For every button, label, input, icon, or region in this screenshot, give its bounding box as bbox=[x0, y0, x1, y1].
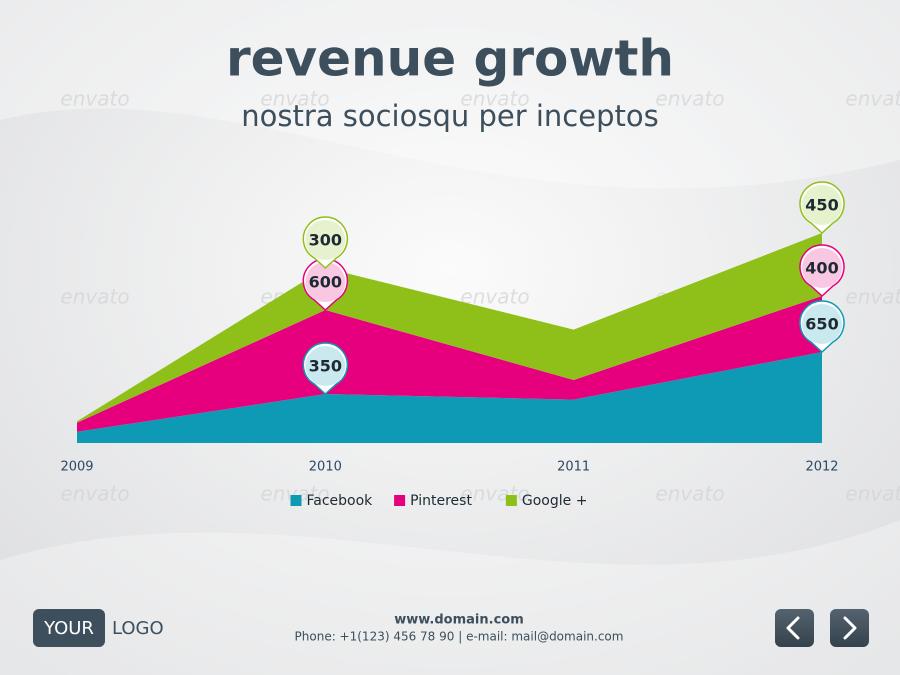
pin-shape bbox=[799, 181, 845, 235]
logo: YOUR LOGO bbox=[33, 609, 164, 647]
pin-tint bbox=[305, 346, 346, 386]
pin-shape bbox=[302, 342, 349, 396]
watermark: envato bbox=[845, 285, 900, 309]
watermark: envato bbox=[460, 482, 529, 506]
value-pin: 400 bbox=[799, 244, 845, 298]
button-background bbox=[830, 609, 869, 647]
x-tick-label: 2009 bbox=[60, 460, 93, 475]
x-tick-label: 2011 bbox=[557, 460, 590, 475]
data-label: 650 bbox=[805, 315, 838, 334]
arrow-icon bbox=[843, 616, 857, 640]
pin-shape bbox=[799, 244, 845, 298]
value-pin: 300 bbox=[302, 216, 349, 270]
plot-area: 350 650 600 400 300 450 2009 2010 2011 2012 bbox=[60, 181, 845, 475]
legend-label: Facebook bbox=[307, 493, 374, 509]
value-pin: 350 bbox=[302, 342, 349, 396]
pin-tint bbox=[305, 220, 346, 260]
data-label: 300 bbox=[309, 231, 342, 250]
area bbox=[77, 296, 822, 432]
data-label: 450 bbox=[805, 196, 838, 215]
watermark: envato bbox=[655, 482, 724, 506]
watermark: envato bbox=[655, 87, 724, 111]
pin-tint bbox=[305, 262, 346, 302]
button-background bbox=[775, 609, 814, 647]
watermark: envato bbox=[60, 87, 129, 111]
data-label: 350 bbox=[309, 357, 342, 376]
pin-tint bbox=[802, 185, 842, 225]
value-pin: 650 bbox=[799, 300, 845, 354]
pin-tint bbox=[802, 248, 842, 288]
previous-button[interactable] bbox=[775, 609, 814, 647]
value-pin: 600 bbox=[302, 258, 349, 312]
legend: Facebook Pinterest Google + bbox=[290, 493, 588, 509]
watermark: envato bbox=[60, 285, 129, 309]
arrow-icon bbox=[786, 616, 800, 640]
data-label: 600 bbox=[309, 273, 342, 292]
legend-label: Pinterest bbox=[410, 493, 472, 509]
logo-text: LOGO bbox=[112, 618, 164, 639]
next-button[interactable] bbox=[830, 609, 869, 647]
value-pin: 450 bbox=[799, 181, 845, 235]
footer-contact: Phone: +1(123) 456 78 90 | e-mail: mail@… bbox=[295, 630, 624, 644]
chart-subtitle: nostra sociosqu per inceptos bbox=[241, 99, 658, 133]
watermark: envato bbox=[845, 87, 900, 111]
legend-swatch bbox=[505, 495, 517, 506]
legend-label: Google + bbox=[522, 493, 588, 509]
chart-title: revenue growth bbox=[226, 30, 674, 88]
x-tick-label: 2010 bbox=[309, 460, 342, 475]
x-tick-label: 2012 bbox=[805, 460, 838, 475]
pin-shape bbox=[302, 216, 349, 270]
watermark: envato bbox=[260, 87, 329, 111]
logo-badge bbox=[33, 609, 105, 647]
watermark: envato bbox=[845, 482, 900, 506]
watermark: envato bbox=[460, 87, 529, 111]
area bbox=[77, 233, 822, 423]
pin-shape bbox=[799, 300, 845, 354]
legend-swatch bbox=[290, 495, 302, 506]
data-label: 400 bbox=[805, 259, 838, 278]
legend-swatch bbox=[394, 495, 406, 506]
footer-website: www.domain.com bbox=[394, 613, 524, 628]
logo-text: YOUR bbox=[43, 618, 94, 639]
watermark: envato bbox=[60, 482, 129, 506]
pin-tint bbox=[802, 304, 842, 344]
background-swoosh bbox=[0, 0, 900, 189]
background-swoosh bbox=[0, 520, 900, 675]
area bbox=[77, 352, 822, 443]
